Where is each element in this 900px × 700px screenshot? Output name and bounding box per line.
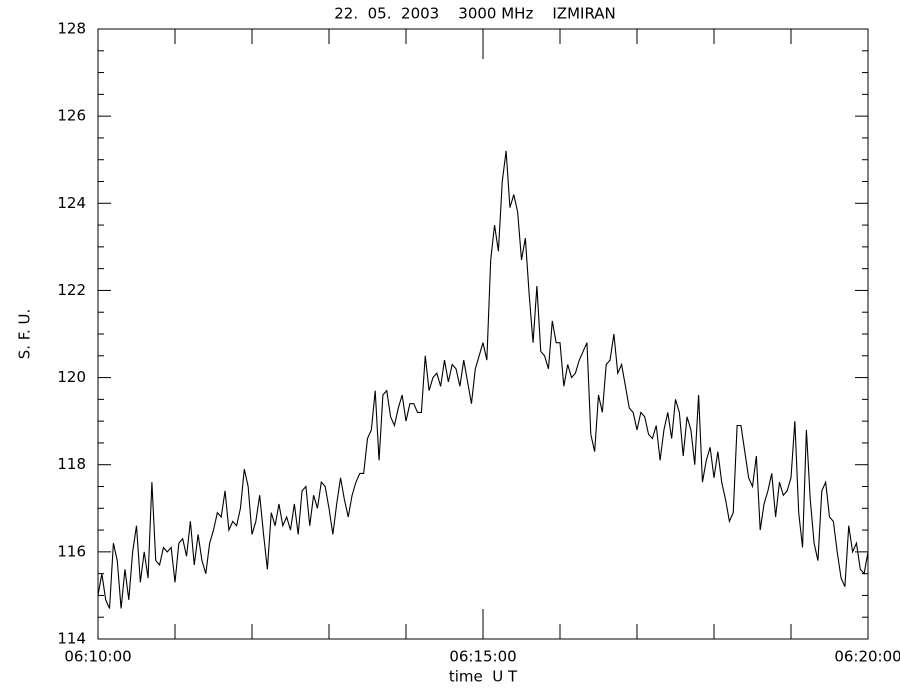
y-axis-label: S. F. U. <box>16 309 34 360</box>
y-tick-label: 122 <box>57 281 86 299</box>
y-tick-label: 124 <box>57 194 86 212</box>
chart-title: 22. 05. 2003 3000 MHz IZMIRAN <box>334 5 616 23</box>
y-tick-label: 116 <box>57 542 86 560</box>
y-tick-label: 114 <box>57 630 86 648</box>
x-tick-label: 06:15:00 <box>449 648 516 666</box>
y-tick-label: 126 <box>57 107 86 125</box>
x-axis-label: time U T <box>449 668 518 686</box>
x-tick-label: 06:20:00 <box>834 648 900 666</box>
y-tick-label: 120 <box>57 368 86 386</box>
y-tick-label: 128 <box>57 20 86 38</box>
data-line <box>97 150 869 609</box>
x-tick-label: 06:10:00 <box>64 648 131 666</box>
y-tick-label: 118 <box>57 455 86 473</box>
